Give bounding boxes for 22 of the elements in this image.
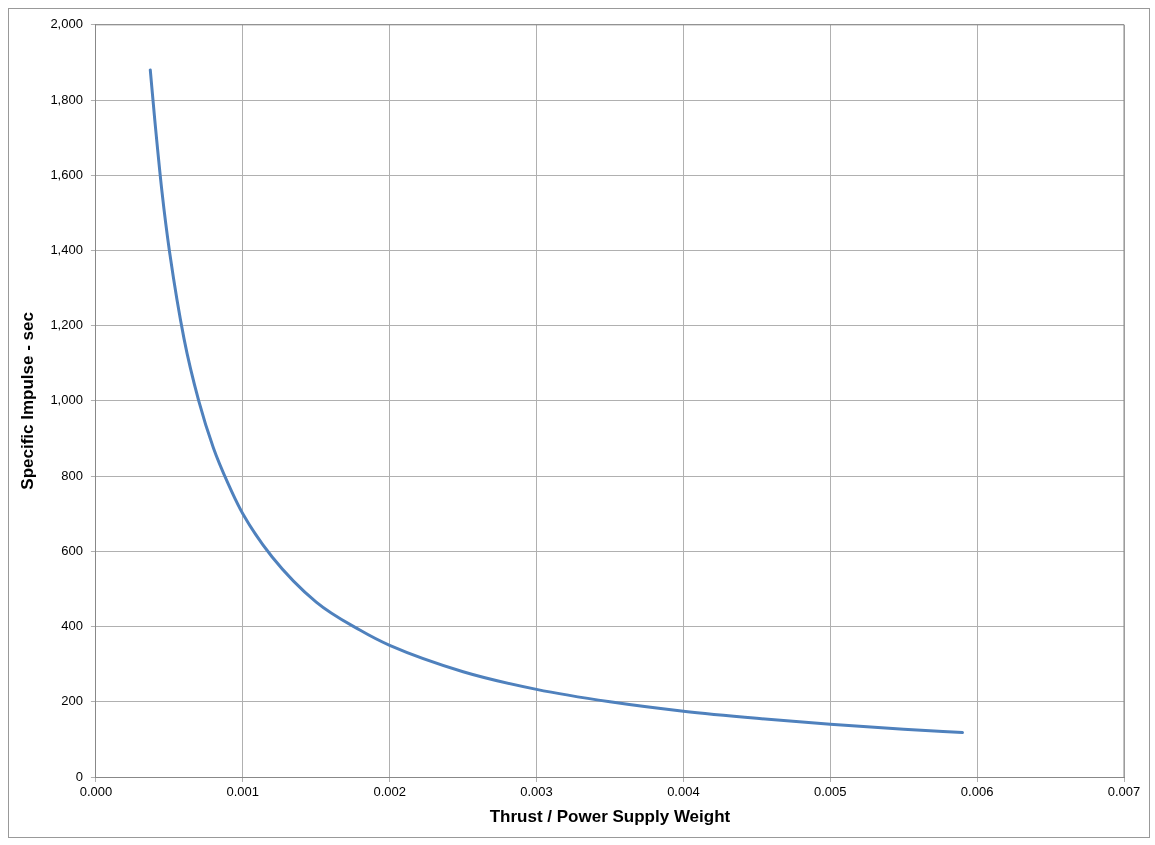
y-tick-label: 1,000 xyxy=(50,392,83,408)
y-tick-label: 400 xyxy=(61,618,83,634)
y-tick-label: 1,600 xyxy=(50,166,83,182)
y-tick-label: 1,800 xyxy=(50,91,83,107)
x-tick-label: 0.000 xyxy=(79,784,113,800)
line-series xyxy=(148,68,964,735)
y-tick-label: 200 xyxy=(61,693,83,709)
y-tick-label: 1,400 xyxy=(50,242,83,258)
x-tick-label: 0.002 xyxy=(373,784,406,800)
x-tick-label: 0.003 xyxy=(520,784,553,800)
y-tick-label: 0 xyxy=(75,768,83,784)
y-tick-label: 600 xyxy=(61,542,83,558)
y-tick-label: 2,000 xyxy=(50,16,83,32)
x-tick-label: 0.007 xyxy=(1107,784,1141,800)
x-tick-label: 0.001 xyxy=(226,784,260,800)
y-axis-title: Specific Impulse - sec xyxy=(17,312,37,490)
x-tick-label: 0.004 xyxy=(667,784,700,800)
x-axis-title: Thrust / Power Supply Weight xyxy=(489,807,731,827)
y-tick-label: 800 xyxy=(61,467,83,483)
x-tick-label: 0.005 xyxy=(813,784,847,800)
y-tick-label: 1,200 xyxy=(50,317,83,333)
x-tick-label: 0.006 xyxy=(960,784,994,800)
